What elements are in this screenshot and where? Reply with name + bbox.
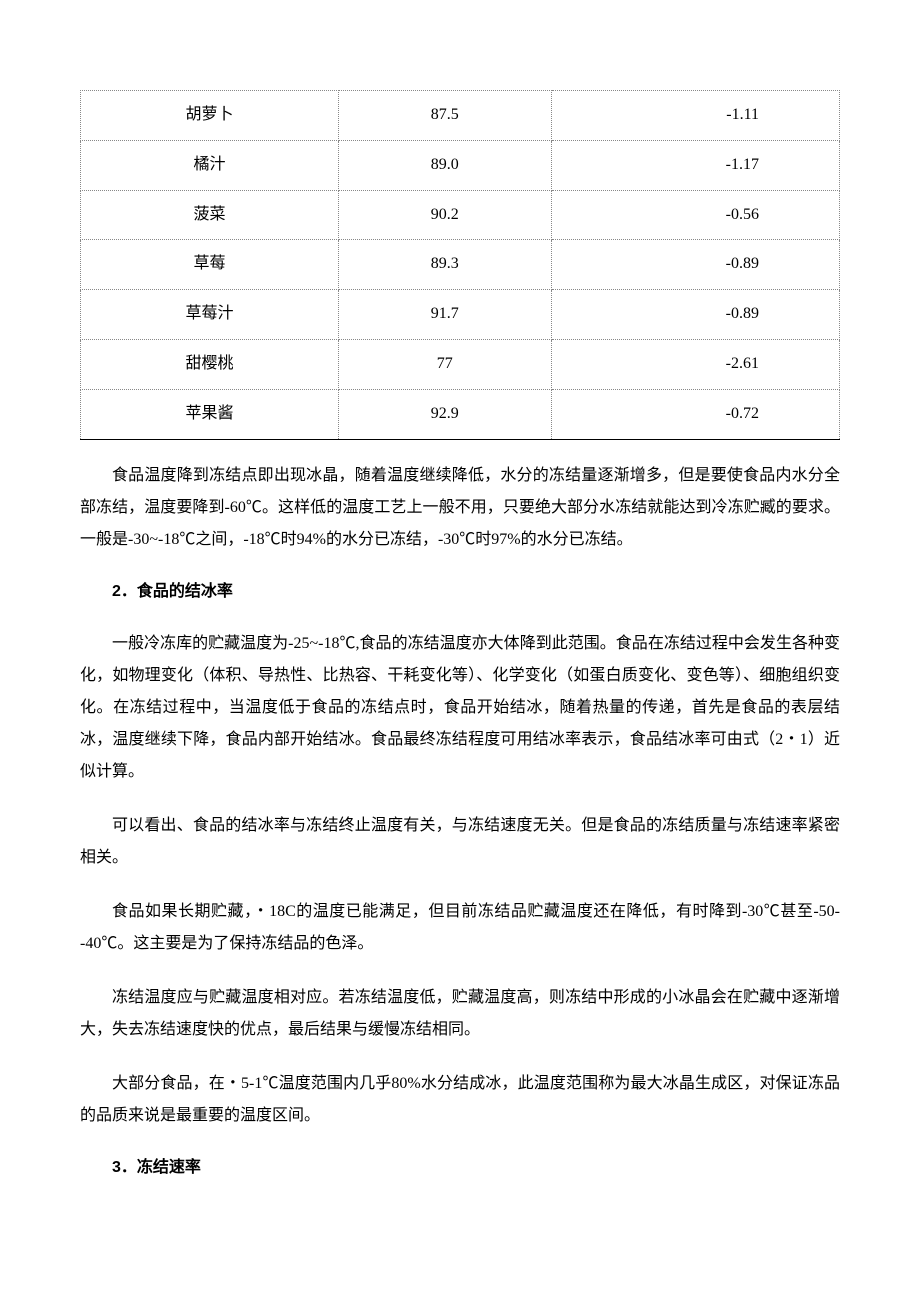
cell-v2: -1.17 <box>551 140 839 190</box>
paragraph-4: 食品如果长期贮藏，・18C的温度已能满足，但目前冻结品贮藏温度还在降低，有时降到… <box>80 896 840 960</box>
table-row: 草莓 89.3 -0.89 <box>81 240 840 290</box>
cell-name: 橘汁 <box>81 140 339 190</box>
cell-name: 菠菜 <box>81 190 339 240</box>
cell-v1: 87.5 <box>339 91 552 141</box>
cell-v2: -0.56 <box>551 190 839 240</box>
paragraph-3: 可以看出、食品的结冰率与冻结终止温度有关，与冻结速度无关。但是食品的冻结质量与冻… <box>80 810 840 874</box>
cell-v2: -0.72 <box>551 389 839 439</box>
cell-v1: 92.9 <box>339 389 552 439</box>
heading-number: 3 <box>112 1159 121 1176</box>
table-row: 苹果酱 92.9 -0.72 <box>81 389 840 439</box>
cell-v2: -0.89 <box>551 290 839 340</box>
cell-v1: 91.7 <box>339 290 552 340</box>
table-row: 橘汁 89.0 -1.17 <box>81 140 840 190</box>
table-row: 甜樱桃 77 -2.61 <box>81 339 840 389</box>
heading-number: 2 <box>112 583 121 600</box>
cell-v2: -2.61 <box>551 339 839 389</box>
food-freezing-table: 胡萝卜 87.5 -1.11 橘汁 89.0 -1.17 菠菜 90.2 -0.… <box>80 90 840 440</box>
section-heading-2: 2．食品的结冰率 <box>80 578 840 607</box>
paragraph-6: 大部分食品，在・5-1℃温度范围内几乎80%水分结成冰，此温度范围称为最大冰晶生… <box>80 1068 840 1132</box>
cell-name: 苹果酱 <box>81 389 339 439</box>
table-row: 草莓汁 91.7 -0.89 <box>81 290 840 340</box>
cell-v2: -0.89 <box>551 240 839 290</box>
heading-text: ．冻结速率 <box>121 1159 201 1176</box>
table-body: 胡萝卜 87.5 -1.11 橘汁 89.0 -1.17 菠菜 90.2 -0.… <box>81 91 840 440</box>
paragraph-5: 冻结温度应与贮藏温度相对应。若冻结温度低，贮藏温度高，则冻结中形成的小冰晶会在贮… <box>80 982 840 1046</box>
paragraph-1: 食品温度降到冻结点即出现冰晶，随着温度继续降低，水分的冻结量逐渐增多，但是要使食… <box>80 460 840 556</box>
table-row: 胡萝卜 87.5 -1.11 <box>81 91 840 141</box>
cell-v1: 90.2 <box>339 190 552 240</box>
paragraph-2: 一般冷冻库的贮藏温度为-25~-18℃,食品的冻结温度亦大体降到此范围。食品在冻… <box>80 628 840 788</box>
cell-v1: 77 <box>339 339 552 389</box>
cell-name: 草莓 <box>81 240 339 290</box>
cell-name: 草莓汁 <box>81 290 339 340</box>
cell-name: 甜樱桃 <box>81 339 339 389</box>
cell-v1: 89.0 <box>339 140 552 190</box>
cell-name: 胡萝卜 <box>81 91 339 141</box>
cell-v2: -1.11 <box>551 91 839 141</box>
section-heading-3: 3．冻结速率 <box>80 1154 840 1183</box>
table-row: 菠菜 90.2 -0.56 <box>81 190 840 240</box>
heading-text: ．食品的结冰率 <box>121 583 233 600</box>
cell-v1: 89.3 <box>339 240 552 290</box>
